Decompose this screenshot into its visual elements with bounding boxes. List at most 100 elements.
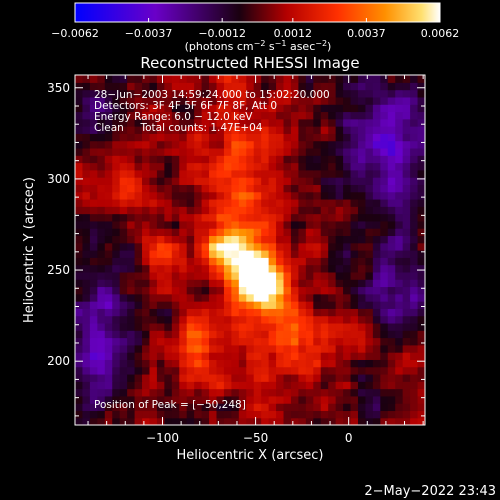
heatmap-cell [246, 206, 255, 215]
heatmap-cell [268, 191, 277, 200]
heatmap-cell [104, 191, 113, 200]
heatmap-cell [186, 373, 195, 382]
heatmap-cell [283, 417, 292, 425]
heatmap-cell [238, 322, 247, 331]
heatmap-cell [209, 373, 218, 382]
heatmap-cell [335, 279, 344, 288]
heatmap-cell [246, 198, 255, 207]
heatmap-cell [164, 147, 173, 156]
heatmap-cell [171, 344, 180, 353]
heatmap-cell [171, 301, 180, 309]
heatmap-cell [156, 126, 165, 134]
heatmap-cell [313, 301, 322, 309]
heatmap-cell [171, 250, 180, 258]
heatmap-cell [380, 169, 389, 178]
heatmap-cell [372, 177, 381, 185]
heatmap-cell [305, 155, 314, 164]
heatmap-cell [402, 322, 411, 331]
heatmap-cell [179, 140, 188, 149]
heatmap-cell [75, 147, 84, 156]
heatmap-cell [89, 322, 98, 331]
heatmap-cell [402, 147, 411, 156]
heatmap-cell [298, 388, 307, 397]
heatmap-cell [171, 293, 180, 302]
heatmap-cell [313, 373, 322, 382]
heatmap-cell [156, 301, 165, 309]
heatmap-cell [179, 293, 188, 302]
heatmap-cell [253, 118, 262, 127]
heatmap-cell [365, 235, 374, 244]
heatmap-cell [89, 177, 98, 185]
heatmap-cell [357, 286, 367, 295]
heatmap-cell [223, 75, 232, 83]
heatmap-cell [231, 308, 240, 317]
heatmap-cell [186, 75, 195, 83]
heatmap-cell [186, 417, 195, 425]
heatmap-cell [290, 140, 300, 149]
heatmap-cell [365, 206, 374, 215]
heatmap-cell [179, 184, 188, 193]
heatmap-cell [246, 293, 255, 302]
heatmap-cell [75, 75, 84, 83]
heatmap-cell [164, 315, 173, 324]
heatmap-cell [82, 417, 91, 425]
heatmap-cell [156, 337, 165, 346]
heatmap-cell [127, 286, 136, 295]
heatmap-cell [313, 213, 322, 222]
heatmap-cell [343, 111, 352, 120]
heatmap-cell [75, 191, 84, 200]
heatmap-cell [328, 417, 337, 425]
heatmap-cell [417, 257, 425, 266]
heatmap-cell [380, 111, 389, 120]
heatmap-cell [238, 344, 247, 353]
heatmap-cell [142, 89, 151, 98]
heatmap-cell [134, 198, 143, 207]
heatmap-cell [75, 104, 84, 113]
heatmap-cell [387, 410, 396, 419]
heatmap-cell [350, 191, 359, 200]
heatmap-cell [290, 330, 300, 339]
heatmap-cell [410, 301, 419, 309]
heatmap-cell [119, 352, 128, 360]
heatmap-cell [328, 308, 337, 317]
heatmap-cell [261, 162, 270, 171]
heatmap-cell [171, 403, 180, 412]
heatmap-cell [320, 388, 329, 397]
heatmap-cell [357, 250, 367, 258]
heatmap-cell [104, 250, 113, 258]
heatmap-cell [97, 403, 106, 412]
heatmap-cell [305, 381, 314, 390]
heatmap-cell [119, 395, 128, 404]
heatmap-cell [223, 279, 232, 288]
heatmap-cell [156, 104, 165, 113]
heatmap-cell [276, 359, 285, 368]
heatmap-cell [268, 322, 277, 331]
heatmap-cell [268, 271, 277, 280]
heatmap-cell [216, 147, 225, 156]
heatmap-cell [395, 308, 404, 317]
heatmap-cell [89, 155, 98, 164]
heatmap-cell [89, 366, 98, 375]
heatmap-cell [387, 89, 396, 98]
heatmap-cell [343, 242, 352, 251]
heatmap-cell [127, 381, 136, 390]
heatmap-cell [75, 286, 84, 295]
heatmap-cell [75, 330, 84, 339]
heatmap-cell [320, 126, 329, 134]
heatmap-cell [365, 337, 374, 346]
heatmap-cell [201, 75, 210, 83]
heatmap-cell [119, 250, 128, 258]
heatmap-cell [104, 206, 113, 215]
heatmap-cell [276, 257, 285, 266]
heatmap-cell [82, 177, 91, 185]
heatmap-cell [276, 228, 285, 237]
heatmap-cell [283, 133, 292, 142]
heatmap-cell [395, 228, 404, 237]
heatmap-cell [209, 191, 218, 200]
heatmap-cell [104, 257, 113, 266]
heatmap-cell [313, 352, 322, 360]
heatmap-cell [246, 388, 255, 397]
heatmap-cell [201, 162, 210, 171]
heatmap-cell [238, 403, 247, 412]
heatmap-cell [410, 162, 419, 171]
